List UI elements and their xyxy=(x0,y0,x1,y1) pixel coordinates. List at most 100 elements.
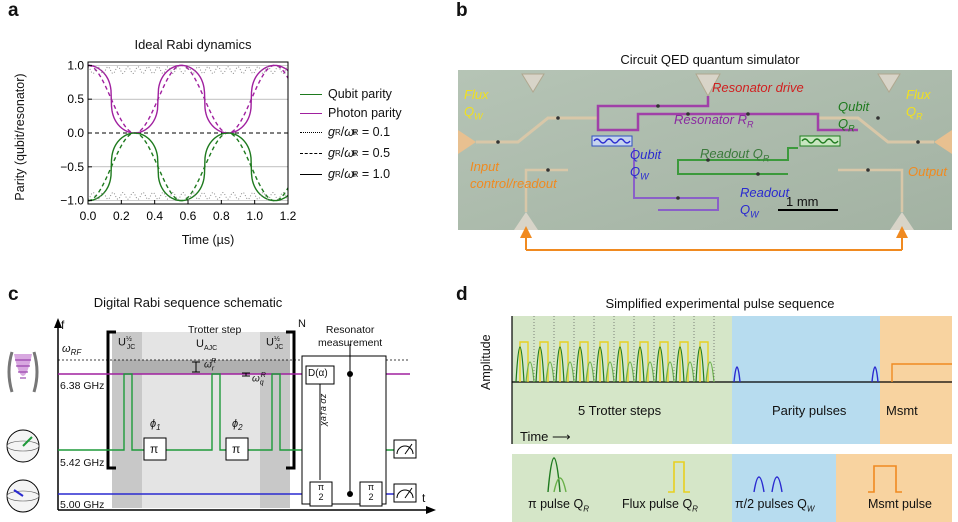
feedback-line xyxy=(525,234,903,251)
freq-638: 6.38 GHz xyxy=(60,380,105,392)
t-axis-arrow-icon xyxy=(426,506,436,514)
panel-letter-c: c xyxy=(8,284,19,305)
label-readout-r: Readout QR xyxy=(700,146,770,164)
panel-letter-b: b xyxy=(456,0,468,21)
bloch-sphere-icon-2 xyxy=(6,479,40,513)
pi-pulse xyxy=(655,346,665,383)
time-label: Time ⟶ xyxy=(520,429,571,444)
pi-label-1: π xyxy=(150,442,159,456)
displacement-label: D(α) xyxy=(308,368,328,379)
pi-gate-2 xyxy=(225,437,249,461)
resonator-well-icon xyxy=(7,351,39,393)
rabi-curve xyxy=(87,64,289,134)
pi-pulse xyxy=(675,346,685,383)
x-axis-label: Time (µs) xyxy=(181,233,235,247)
rabi-curve xyxy=(87,132,289,202)
label-flux-r: Flux QR xyxy=(906,87,931,122)
pi-pulse-small xyxy=(585,361,595,383)
label-resonator: Resonator RR xyxy=(674,112,754,130)
pi-pulse-small xyxy=(645,361,655,383)
pi-pulse-small xyxy=(705,361,715,383)
pulse-sequence xyxy=(511,316,952,522)
flux-pulse xyxy=(619,341,629,382)
y-axis-label: Parity (qubit/resonator) xyxy=(13,73,27,201)
label-qubit-w: Qubit QW xyxy=(630,147,662,182)
trotter-steps-label: 5 Trotter steps xyxy=(578,403,662,418)
msmt-label: Msmt xyxy=(886,403,918,418)
f-axis-label: f xyxy=(61,318,65,332)
flux-pulse xyxy=(599,341,609,382)
legend-qubit: Qubit parity xyxy=(300,87,392,101)
uajc-label: UAJC xyxy=(196,338,218,353)
legend-g01: g R / ω r R = 0.1 xyxy=(300,125,390,139)
x-tick-label: 1.0 xyxy=(246,209,263,223)
y-tick-label: −0.5 xyxy=(60,160,84,174)
pi-pulse-small xyxy=(565,361,575,383)
rabi-curve xyxy=(87,191,289,200)
chip-image xyxy=(458,70,952,251)
trotter-step-label: Trotter step xyxy=(188,324,242,336)
y-axis-label-wrap: Parity (qubit/resonator) xyxy=(10,60,30,220)
panel-letter-a: a xyxy=(8,0,19,21)
pi-pulse xyxy=(615,346,625,383)
flux-pulse xyxy=(519,341,529,382)
rabi-curve xyxy=(87,66,289,75)
freq-542: 5.42 GHz xyxy=(60,457,105,469)
rabi-chart: 0.0 0.2 0.4 0.6 0.8 1.0 1.2 1.0 0.5 0.0 −0.5 −1.0 xyxy=(60,58,297,223)
pad-flux-r xyxy=(877,73,901,93)
amplitude-label: Amplitude xyxy=(479,334,493,390)
sequence-schematic xyxy=(6,318,436,514)
legend-flux-pulse: Flux pulse QR xyxy=(622,497,698,514)
pad-bottom-left xyxy=(514,212,538,230)
pi-pulse xyxy=(535,346,545,383)
dispersive-label: χa†a σz xyxy=(318,393,328,426)
pad-output xyxy=(934,130,952,154)
phi2-label: ϕ2 xyxy=(232,418,243,433)
arrow-left-icon xyxy=(520,226,532,238)
freq-500: 5.00 GHz xyxy=(60,499,105,511)
pi-pulse-small xyxy=(525,361,535,383)
omega-r-label: ωrR xyxy=(204,358,217,373)
legend-pi-pulse: π pulse QR xyxy=(528,497,589,514)
qubit-r-trace xyxy=(58,373,410,451)
x-tick-label: 0.2 xyxy=(113,209,130,223)
x-tick-label: 0.8 xyxy=(213,209,230,223)
x-tick-label: 0.0 xyxy=(80,209,97,223)
flux-pulse xyxy=(659,341,669,382)
label-readout-w: Readout QW xyxy=(740,185,790,220)
rabi-curve xyxy=(87,64,289,134)
readout-r-line xyxy=(677,147,798,175)
readout-w-line xyxy=(633,148,719,211)
legend-half-pi-pulses: π/2 pulses QW xyxy=(735,497,815,514)
flux-pulse xyxy=(699,341,709,382)
n-label: N xyxy=(298,318,306,330)
panel-d-title: Simplified experimental pulse sequence xyxy=(605,296,835,311)
pad-flux-w xyxy=(521,73,545,93)
pi-label-2: π xyxy=(232,442,241,456)
pi-pulse xyxy=(695,346,705,383)
legend-photon: Photon parity xyxy=(300,106,402,120)
legend-msmt-pulse: Msmt pulse xyxy=(868,497,932,511)
ujc-left: U½JC xyxy=(118,336,136,351)
label-resonator-drive: Resonator drive xyxy=(712,80,804,95)
pad-drive xyxy=(695,73,721,98)
flux-pulse xyxy=(639,341,649,382)
label-qubit-r: Qubit QR xyxy=(838,99,870,134)
legend-g05: g R / ω r R = 0.5 xyxy=(300,146,390,160)
x-tick-label: 1.2 xyxy=(280,209,297,223)
meter-icon-2 xyxy=(393,483,417,503)
f-axis-arrow-icon xyxy=(54,318,62,328)
rabi-curve xyxy=(87,132,289,202)
pi-pulse-small xyxy=(685,361,695,383)
pi-pulse xyxy=(515,346,525,383)
panel-letter-d: d xyxy=(456,284,468,305)
arrow-right-icon xyxy=(896,226,908,238)
x-tick-label: 0.6 xyxy=(180,209,197,223)
panel-b-title: Circuit QED quantum simulator xyxy=(620,52,800,67)
pi-pulse-small xyxy=(545,361,555,383)
wrf-label: ωRF xyxy=(62,343,82,358)
panel-c-title: Digital Rabi sequence schematic xyxy=(93,295,283,310)
flux-pulse xyxy=(539,341,549,382)
